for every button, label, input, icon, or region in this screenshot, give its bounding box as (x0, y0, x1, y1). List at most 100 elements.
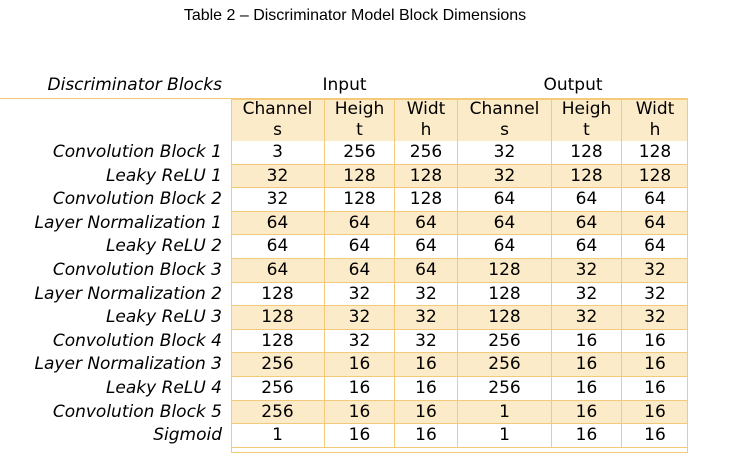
cell-output-width: 128 (638, 142, 672, 162)
cell-input-height: 128 (325, 164, 395, 188)
cell-output-height: 64 (552, 235, 622, 258)
cell-input-channels: 1 (231, 424, 325, 447)
cell-input-width: 32 (395, 282, 458, 306)
row-cells: 64 64 64 64 64 64 (231, 235, 688, 259)
table-body: Convolution Block 1 3 256 256 32 128 128 Leaky … (0, 141, 688, 448)
cell-input-channels: 32 (231, 188, 325, 211)
cell-input-height: 16 (325, 353, 395, 376)
row-label: Leaky ReLU 3 (105, 307, 222, 328)
cell-input-height: 64 (325, 258, 395, 282)
row-header-label: Discriminator Blocks (47, 75, 223, 95)
cell-output-width: 16 (644, 354, 666, 375)
cell-input-width: 16 (395, 400, 458, 424)
table-row: Layer Normalization 2 128 32 32 128 32 32 (0, 282, 688, 307)
table-row: Leaky ReLU 2 64 64 64 64 64 64 (0, 235, 688, 259)
cell-input-height: 32 (325, 282, 395, 306)
row-cells: 32 128 128 32 128 128 (231, 164, 688, 189)
row-cells: 128 32 32 128 32 32 (231, 306, 688, 330)
cell-input-channels: 128 (231, 329, 325, 353)
cell-input-channels: 64 (231, 211, 325, 235)
table-row: Leaky ReLU 1 32 128 128 32 128 128 (0, 164, 688, 189)
cell-input-height: 16 (325, 376, 395, 400)
cell-input-width: 16 (395, 353, 458, 376)
cell-input-channels: 3 (231, 141, 325, 164)
cell-output-width: 32 (644, 283, 666, 304)
cell-output-width: 16 (644, 377, 666, 398)
cell-output-channels: 1 (458, 400, 552, 424)
cell-input-channels: 32 (231, 164, 325, 188)
column-header-output-width: Widt h (635, 99, 675, 140)
cell-output-height: 32 (552, 258, 622, 282)
cell-input-channels: 64 (231, 235, 325, 258)
table-row: Convolution Block 4 128 32 32 256 16 16 (0, 329, 688, 354)
cell-input-width: 64 (395, 235, 458, 258)
row-label: Layer Normalization 2 (34, 283, 222, 304)
cell-output-height: 128 (552, 164, 622, 188)
cell-input-height: 128 (325, 188, 395, 211)
cell-output-height: 32 (552, 306, 622, 329)
row-label: Convolution Block 4 (52, 330, 222, 351)
row-cells: 3 256 256 32 128 128 (231, 141, 688, 165)
cell-input-channels: 128 (231, 306, 325, 329)
table-row: Convolution Block 3 64 64 64 128 32 32 (0, 258, 688, 283)
cell-output-channels: 128 (458, 282, 552, 306)
cell-input-width: 128 (395, 188, 458, 211)
table-row: Leaky ReLU 4 256 16 16 256 16 16 (0, 376, 688, 401)
cell-output-width: 64 (644, 212, 666, 233)
cell-output-width: 16 (644, 401, 666, 422)
cell-output-height: 16 (552, 329, 622, 353)
cell-output-height: 64 (552, 188, 622, 211)
row-label: Layer Normalization 1 (34, 212, 222, 233)
header-divider (0, 98, 688, 99)
cell-input-width: 16 (395, 424, 458, 447)
cell-input-height: 32 (325, 306, 395, 329)
cell-input-channels: 256 (231, 400, 325, 424)
output-group-header: Output (543, 75, 603, 95)
column-header-input-channels: Channel s (231, 99, 325, 141)
cell-output-height: 16 (552, 376, 622, 400)
table-caption: Table 2 – Discriminator Model Block Dime… (183, 7, 527, 24)
cell-input-width: 256 (395, 141, 458, 164)
table-row: Convolution Block 5 256 16 16 1 16 16 (0, 400, 688, 425)
cell-input-channels: 256 (231, 376, 325, 400)
cell-input-height: 16 (325, 400, 395, 424)
cell-output-channels: 128 (458, 258, 552, 282)
row-label: Sigmoid (153, 425, 222, 446)
row-label: Layer Normalization 3 (34, 354, 222, 375)
cell-output-channels: 64 (458, 188, 552, 211)
cell-output-channels: 1 (458, 424, 552, 447)
column-header-output-channels: Channel s (458, 99, 552, 141)
cell-input-width: 32 (395, 329, 458, 353)
row-label: Leaky ReLU 4 (105, 377, 222, 398)
row-label: Convolution Block 1 (52, 142, 222, 162)
cell-input-height: 64 (325, 211, 395, 235)
row-label: Convolution Block 5 (52, 401, 222, 422)
cell-output-height: 16 (552, 400, 622, 424)
column-header-output-height: Heigh t (552, 99, 622, 141)
table-row: Convolution Block 2 32 128 128 64 64 64 (0, 188, 688, 212)
row-cells: 256 16 16 256 16 16 (231, 376, 688, 401)
cell-output-width: 64 (644, 236, 666, 257)
row-cells: 1 16 16 1 16 16 (231, 424, 688, 448)
table-row: Layer Normalization 3 256 16 16 256 16 16 (0, 353, 688, 377)
cell-input-height: 64 (325, 235, 395, 258)
table-row: Sigmoid 1 16 16 1 16 16 (0, 424, 688, 448)
cell-output-height: 16 (552, 424, 622, 447)
cell-input-channels: 64 (231, 258, 325, 282)
row-cells: 256 16 16 256 16 16 (231, 353, 688, 377)
cell-output-channels: 32 (458, 164, 552, 188)
row-cells: 256 16 16 1 16 16 (231, 400, 688, 425)
input-group-header: Input (322, 75, 367, 95)
cell-input-width: 16 (395, 376, 458, 400)
row-cells: 128 32 32 128 32 32 (231, 282, 688, 307)
row-cells: 128 32 32 256 16 16 (231, 329, 688, 354)
row-label: Convolution Block 3 (52, 259, 222, 280)
cell-input-height: 256 (325, 141, 395, 164)
cell-output-channels: 128 (458, 306, 552, 329)
cell-output-height: 64 (552, 211, 622, 235)
table-row: Layer Normalization 1 64 64 64 64 64 64 (0, 211, 688, 236)
cell-output-width: 64 (644, 189, 666, 210)
row-label: Convolution Block 2 (52, 189, 222, 210)
cell-input-channels: 256 (231, 353, 325, 376)
column-header-input-width: Widt h (395, 99, 458, 141)
